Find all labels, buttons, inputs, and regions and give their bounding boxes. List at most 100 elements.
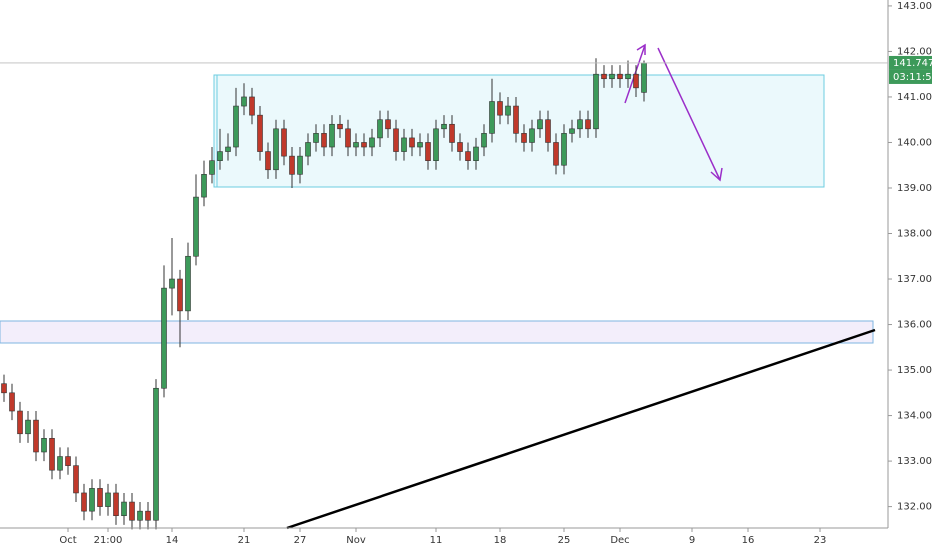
arrow-head — [636, 43, 646, 55]
candle-body — [353, 142, 359, 148]
x-tick-label: 21 — [238, 535, 251, 546]
candle-body — [617, 73, 623, 80]
x-tick-label: Nov — [346, 535, 366, 546]
candle-body — [393, 128, 399, 152]
candle-body — [409, 137, 415, 148]
y-tick-label: 135.000 — [897, 365, 932, 376]
x-tick-label: Oct — [59, 535, 76, 546]
countdown-box — [889, 69, 932, 84]
y-tick-label: 140.000 — [897, 137, 932, 148]
candle-body — [577, 119, 583, 130]
candle-body — [177, 278, 183, 312]
candle-body — [1, 383, 7, 394]
candle-body — [569, 128, 575, 134]
y-tick-label: 136.000 — [897, 320, 932, 331]
candle-body — [185, 255, 191, 312]
y-tick-label: 137.000 — [897, 274, 932, 285]
y-tick-label: 132.000 — [897, 502, 932, 513]
candle-body — [321, 133, 327, 148]
candle-body — [121, 501, 127, 517]
candle-body — [153, 387, 159, 521]
candle-body — [601, 73, 607, 80]
candle-body — [289, 155, 295, 175]
candle-body — [497, 101, 503, 116]
x-tick-label: 25 — [558, 535, 571, 546]
x-tick-label: Dec — [610, 535, 629, 546]
x-tick-label: 21:00 — [94, 535, 123, 546]
candle-body — [537, 119, 543, 130]
candle-body — [369, 137, 375, 148]
candle-body — [633, 73, 639, 89]
x-tick-label: 16 — [742, 535, 755, 546]
candle-body — [361, 142, 367, 148]
candle-body — [113, 492, 119, 517]
candle-body — [273, 128, 279, 171]
candle-body — [385, 119, 391, 130]
arrow-head — [710, 167, 723, 182]
candle-body — [585, 119, 591, 130]
range-box — [213, 74, 825, 188]
candle-body — [73, 465, 79, 494]
candle-body — [265, 151, 271, 171]
candle-body — [25, 419, 31, 435]
candle-body — [513, 105, 519, 134]
candle-body — [377, 119, 383, 139]
candle-body — [609, 73, 615, 80]
candles — [1, 58, 647, 530]
candle-body — [41, 438, 47, 453]
candle-body — [505, 105, 511, 116]
candle-body — [81, 492, 87, 512]
x-tick-label: 14 — [166, 535, 179, 546]
x-tick-label: 11 — [430, 535, 443, 546]
candle-body — [329, 123, 335, 148]
candle-body — [425, 142, 431, 161]
candle-body — [209, 160, 215, 175]
last-price-box — [889, 55, 932, 70]
candle-body — [9, 392, 15, 412]
candle-body — [89, 488, 95, 512]
candle-body — [545, 119, 551, 143]
candle-body — [433, 128, 439, 161]
y-tick-label: 142.000 — [897, 46, 932, 57]
y-tick-label: 143.000 — [897, 1, 932, 12]
candle-body — [481, 133, 487, 148]
candle-body — [305, 142, 311, 157]
candle-body — [169, 278, 175, 289]
y-tick-label: 138.000 — [897, 229, 932, 240]
drawings — [0, 43, 876, 530]
x-tick-label: 9 — [689, 535, 695, 546]
y-tick-label: 134.000 — [897, 411, 932, 422]
candle-body — [345, 128, 351, 148]
candle-body — [65, 456, 71, 466]
candle-body — [625, 73, 631, 80]
candle-body — [225, 146, 231, 152]
candle-body — [145, 510, 151, 521]
candle-body — [129, 501, 135, 521]
candle-body — [337, 123, 343, 130]
candle-body — [297, 155, 303, 175]
x-tick-label: 27 — [294, 535, 307, 546]
candle-body — [441, 123, 447, 130]
candle-body — [561, 133, 567, 166]
y-tick-label: 139.000 — [897, 183, 932, 194]
candle-body — [529, 128, 535, 143]
candle-body — [449, 123, 455, 143]
candle-body — [17, 410, 23, 435]
candle-body — [193, 196, 199, 257]
candle-body — [641, 62, 647, 93]
candle-body — [57, 456, 63, 471]
candle-body — [313, 133, 319, 143]
candle-body — [97, 488, 103, 507]
countdown-label: 03:11:59 — [893, 72, 932, 83]
candle-body — [417, 142, 423, 148]
support-zone — [0, 320, 874, 344]
candle-body — [465, 151, 471, 161]
trend-line — [286, 328, 876, 530]
candle-body — [457, 142, 463, 152]
candle-body — [217, 151, 223, 161]
candle-body — [281, 128, 287, 157]
candle-body — [593, 73, 599, 130]
candle-body — [489, 101, 495, 134]
last-price-label: 141.747 — [893, 58, 932, 69]
candle-body — [553, 142, 559, 166]
